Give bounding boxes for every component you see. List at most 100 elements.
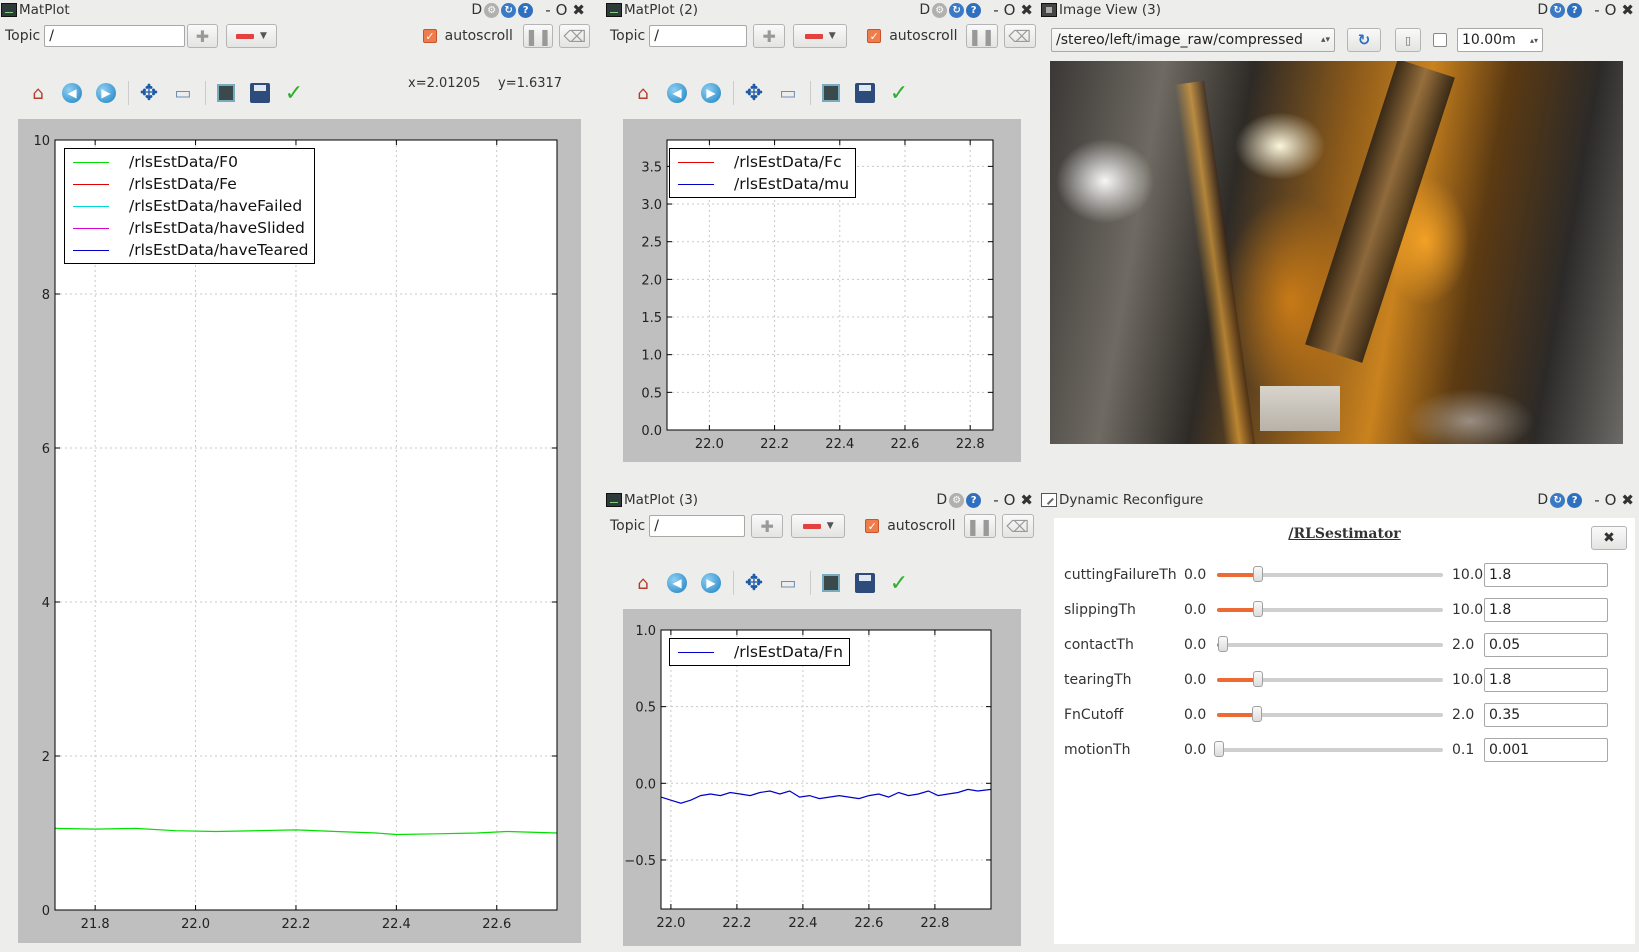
help-icon[interactable]: ? <box>966 2 982 18</box>
slider-handle[interactable] <box>1252 601 1263 617</box>
help-icon[interactable]: ? <box>966 492 982 508</box>
remove-topic-dropdown[interactable]: ▼ <box>793 24 848 48</box>
param-slider[interactable] <box>1214 741 1443 757</box>
minimize-button[interactable]: - <box>545 1 554 19</box>
autoscroll-checkbox[interactable]: ✓ <box>423 29 437 43</box>
param-value-input[interactable] <box>1484 738 1608 762</box>
zoom-icon[interactable]: ▭ <box>174 82 192 104</box>
param-value-input[interactable] <box>1484 633 1608 657</box>
save-icon[interactable] <box>855 83 875 103</box>
minimize-button[interactable]: - <box>1594 1 1603 19</box>
configure-subplots-icon[interactable] <box>217 84 235 102</box>
close-button[interactable]: ✖ <box>1020 1 1036 19</box>
rate-spinbox[interactable]: 10.00m ▴▾ <box>1457 28 1543 52</box>
edit-axes-icon[interactable]: ✓ <box>889 570 909 596</box>
pause-button[interactable]: ❚❚ <box>963 514 996 538</box>
remove-topic-dropdown[interactable]: ▼ <box>225 24 278 48</box>
param-value-input[interactable] <box>1484 703 1608 727</box>
refresh-icon[interactable]: ↻ <box>1550 492 1566 508</box>
param-slider[interactable] <box>1217 706 1443 722</box>
dock-d-button[interactable]: D <box>471 2 483 18</box>
matplot-2-canvas[interactable]: 22.0 22.2 22.4 22.6 22.8 0.0 0.5 1.0 1.5 2.0 2.5 3.… <box>623 119 1021 462</box>
param-slider[interactable] <box>1217 566 1443 582</box>
pause-button[interactable]: ❚❚ <box>965 24 998 48</box>
param-slider[interactable] <box>1217 636 1443 652</box>
dock-d-button[interactable]: D <box>1537 2 1549 18</box>
close-button[interactable]: ✖ <box>572 1 588 19</box>
help-icon[interactable]: ? <box>1567 2 1583 18</box>
help-icon[interactable]: ? <box>1567 492 1583 508</box>
slider-handle[interactable] <box>1252 671 1263 687</box>
forward-icon[interactable]: ▶ <box>701 83 721 103</box>
autoscroll-checkbox[interactable]: ✓ <box>865 519 880 533</box>
dock-d-button[interactable]: D <box>936 492 948 508</box>
zoom-icon[interactable]: ▭ <box>779 572 797 594</box>
close-button[interactable]: ✖ <box>1621 491 1637 509</box>
float-button[interactable]: O <box>1604 491 1620 509</box>
dock-d-button[interactable]: D <box>1537 492 1549 508</box>
remove-topic-dropdown[interactable]: ▼ <box>791 514 846 538</box>
back-icon[interactable]: ◀ <box>667 573 687 593</box>
autoscroll-checkbox[interactable]: ✓ <box>867 29 882 43</box>
minimize-button[interactable]: - <box>993 491 1002 509</box>
back-icon[interactable]: ◀ <box>667 83 687 103</box>
float-button[interactable]: O <box>1604 1 1620 19</box>
float-button[interactable]: O <box>555 1 571 19</box>
float-button[interactable]: O <box>1003 1 1019 19</box>
pan-icon[interactable]: ✥ <box>139 80 159 106</box>
refresh-icon[interactable]: ↻ <box>1550 2 1566 18</box>
param-value-input[interactable] <box>1484 563 1608 587</box>
forward-icon[interactable]: ▶ <box>96 83 116 103</box>
matplot-1-canvas[interactable]: 21.8 22.0 22.2 22.4 22.6 0 2 4 6 8 10/rlsEstData/F… <box>18 119 581 943</box>
topic-input[interactable] <box>649 515 746 537</box>
add-topic-button[interactable]: ✚ <box>753 24 786 48</box>
save-icon[interactable] <box>855 573 875 593</box>
minimize-button[interactable]: - <box>993 1 1002 19</box>
param-slider[interactable] <box>1217 601 1443 617</box>
zoom-icon[interactable]: ▭ <box>779 82 797 104</box>
save-image-button[interactable]: ▯ <box>1395 28 1421 52</box>
home-icon[interactable]: ⌂ <box>32 82 44 104</box>
edit-axes-icon[interactable]: ✓ <box>889 80 909 106</box>
pan-icon[interactable]: ✥ <box>744 80 764 106</box>
param-value-input[interactable] <box>1484 598 1608 622</box>
clear-button[interactable]: ⌫ <box>1003 24 1036 48</box>
configure-subplots-icon[interactable] <box>822 574 840 592</box>
pause-button[interactable]: ❚❚ <box>522 24 554 48</box>
close-node-button[interactable]: ✖ <box>1591 526 1627 550</box>
smooth-scaling-checkbox[interactable] <box>1433 33 1447 47</box>
image-topic-select[interactable]: /stereo/left/image_raw/compressed ▴▾ <box>1051 28 1335 52</box>
minimize-button[interactable]: - <box>1594 491 1603 509</box>
add-topic-button[interactable]: ✚ <box>187 24 218 48</box>
slider-handle[interactable] <box>1217 636 1228 652</box>
home-icon[interactable]: ⌂ <box>637 82 649 104</box>
slider-handle[interactable] <box>1251 706 1262 722</box>
topic-input[interactable] <box>649 25 748 47</box>
float-button[interactable]: O <box>1003 491 1019 509</box>
gear-icon[interactable]: ⚙ <box>932 2 948 18</box>
save-icon[interactable] <box>250 83 270 103</box>
slider-handle[interactable] <box>1214 741 1225 757</box>
edit-axes-icon[interactable]: ✓ <box>284 80 304 106</box>
topic-input[interactable] <box>44 25 186 47</box>
refresh-icon[interactable]: ↻ <box>949 2 965 18</box>
slider-handle[interactable] <box>1252 566 1263 582</box>
configure-subplots-icon[interactable] <box>822 84 840 102</box>
back-icon[interactable]: ◀ <box>62 83 82 103</box>
help-icon[interactable]: ? <box>518 2 534 18</box>
gear-icon[interactable]: ⚙ <box>949 492 965 508</box>
close-button[interactable]: ✖ <box>1020 491 1036 509</box>
clear-button[interactable]: ⌫ <box>559 24 590 48</box>
dock-d-button[interactable]: D <box>919 2 931 18</box>
forward-icon[interactable]: ▶ <box>701 573 721 593</box>
matplot-3-canvas[interactable]: 22.0 22.2 22.4 22.6 22.8 −0.5 0.0 0.5 1.0/rlsEst… <box>623 609 1021 946</box>
home-icon[interactable]: ⌂ <box>637 572 649 594</box>
param-slider[interactable] <box>1217 671 1443 687</box>
add-topic-button[interactable]: ✚ <box>751 514 784 538</box>
refresh-topics-button[interactable]: ↻ <box>1347 28 1381 52</box>
gear-icon[interactable]: ⚙ <box>484 2 500 18</box>
refresh-icon[interactable]: ↻ <box>501 2 517 18</box>
pan-icon[interactable]: ✥ <box>744 570 764 596</box>
close-button[interactable]: ✖ <box>1621 1 1637 19</box>
clear-button[interactable]: ⌫ <box>1001 514 1034 538</box>
